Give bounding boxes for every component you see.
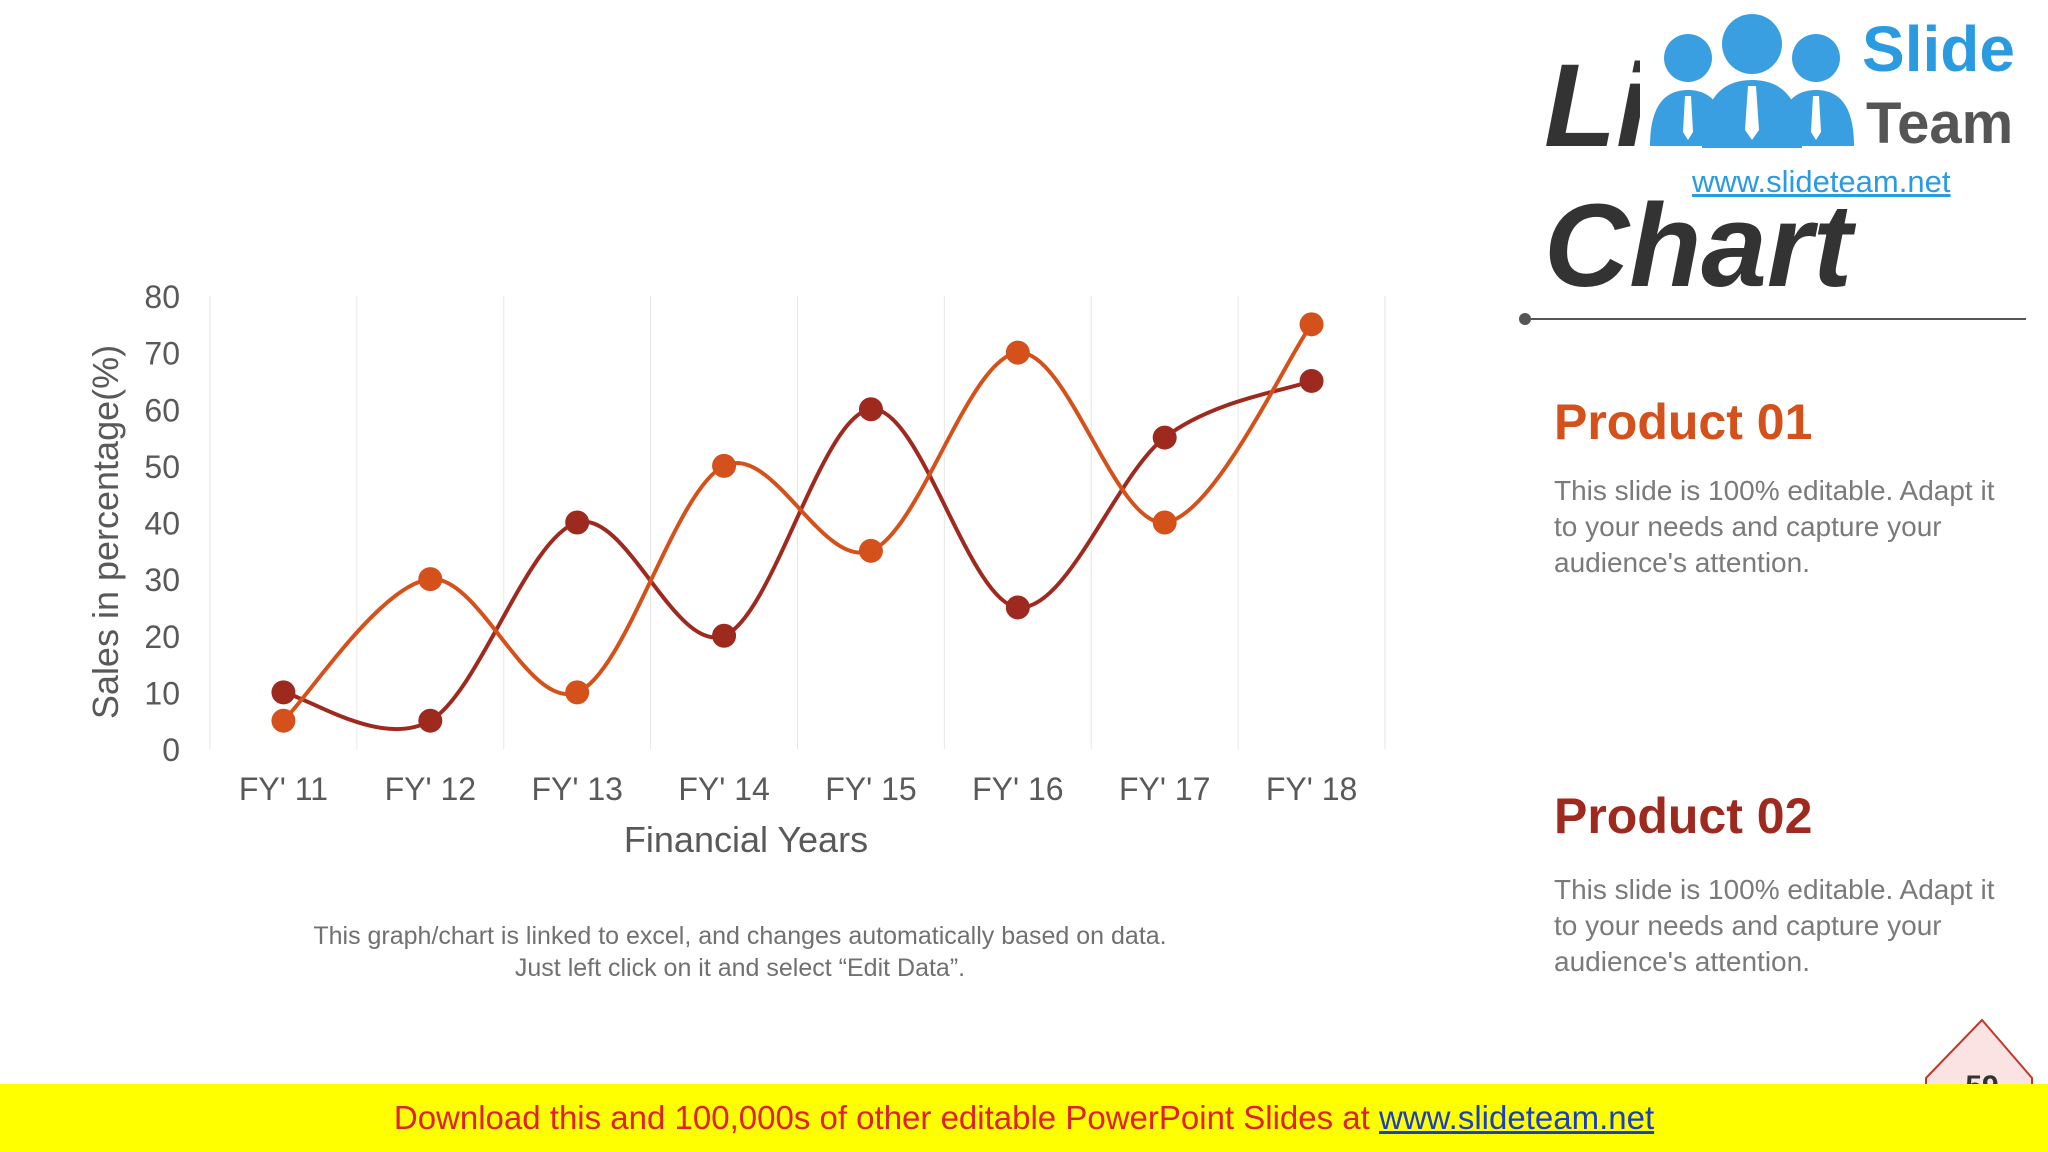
title-divider [1528, 318, 2026, 320]
x-tick-label: FY' 15 [825, 771, 916, 807]
x-tick-label: FY' 16 [972, 771, 1063, 807]
y-tick-label: 60 [144, 392, 180, 428]
y-tick-label: 20 [144, 619, 180, 655]
x-tick-label: FY' 14 [678, 771, 769, 807]
series-1-point[interactable] [565, 680, 590, 705]
x-axis-title: Financial Years [624, 819, 868, 860]
chart-series[interactable] [271, 312, 1324, 733]
slideteam-logo[interactable]: Slide Team www.slideteam.net [1640, 0, 2048, 199]
series-line-1[interactable] [282, 323, 1314, 723]
product-02-heading: Product 02 [1554, 788, 1813, 844]
series-2-point[interactable] [1299, 368, 1324, 393]
y-axis-title: Sales in percentage(%) [85, 345, 126, 719]
x-tick-label: FY' 17 [1119, 771, 1210, 807]
logo-word-team: Team [1866, 91, 2014, 156]
download-banner: Download this and 100,000s of other edit… [0, 1084, 2048, 1152]
x-tick-label: FY' 11 [239, 771, 328, 807]
x-tick-label: FY' 12 [385, 771, 476, 807]
x-tick-label: FY' 18 [1266, 771, 1357, 807]
series-1-point[interactable] [1152, 510, 1177, 535]
chart-gridlines [209, 296, 1386, 749]
x-tick-label: FY' 13 [531, 771, 622, 807]
series-1-point[interactable] [858, 538, 883, 563]
people-icon [1650, 14, 1854, 148]
series-1-point[interactable] [271, 708, 296, 733]
series-1-point[interactable] [418, 567, 443, 592]
banner-link[interactable]: www.slideteam.net [1379, 1099, 1655, 1136]
y-tick-label: 30 [144, 562, 180, 598]
series-line-2[interactable] [282, 379, 1313, 732]
series-2-point[interactable] [712, 623, 737, 648]
title-divider-dot [1519, 313, 1531, 325]
series-1-point[interactable] [1005, 340, 1030, 365]
chart-caption: This graph/chart is linked to excel, and… [313, 922, 1167, 982]
product-02-description: This slide is 100% editable. Adapt it to… [1554, 874, 1995, 977]
series-2-point[interactable] [1005, 595, 1030, 620]
x-axis-ticks: FY' 11 FY' 12 FY' 13 FY' 14 FY' 15 FY' 16 FY' … [239, 771, 1357, 807]
y-tick-label: 40 [144, 506, 180, 542]
series-2-point[interactable] [418, 708, 443, 733]
series-2-point[interactable] [271, 680, 296, 705]
banner-text: Download this and 100,000s of other edit… [393, 1099, 1379, 1136]
logo-word-slide: Slide [1862, 13, 2015, 85]
series-1-point[interactable] [1299, 312, 1324, 337]
y-tick-label: 70 [144, 336, 180, 372]
series-2-point[interactable] [1152, 425, 1177, 450]
y-tick-label: 10 [144, 675, 180, 711]
logo-url-link[interactable]: www.slideteam.net [1692, 164, 1951, 199]
series-2-point[interactable] [858, 397, 883, 422]
product-01-description: This slide is 100% editable. Adapt it to… [1554, 475, 1995, 578]
y-tick-label: 0 [162, 732, 180, 768]
series-1-point[interactable] [712, 453, 737, 478]
y-tick-label: 80 [144, 279, 180, 315]
y-axis-ticks: 0 10 20 30 40 50 60 70 80 [144, 279, 180, 768]
product-01-heading: Product 01 [1554, 394, 1813, 450]
y-tick-label: 50 [144, 449, 180, 485]
series-2-point[interactable] [565, 510, 590, 535]
